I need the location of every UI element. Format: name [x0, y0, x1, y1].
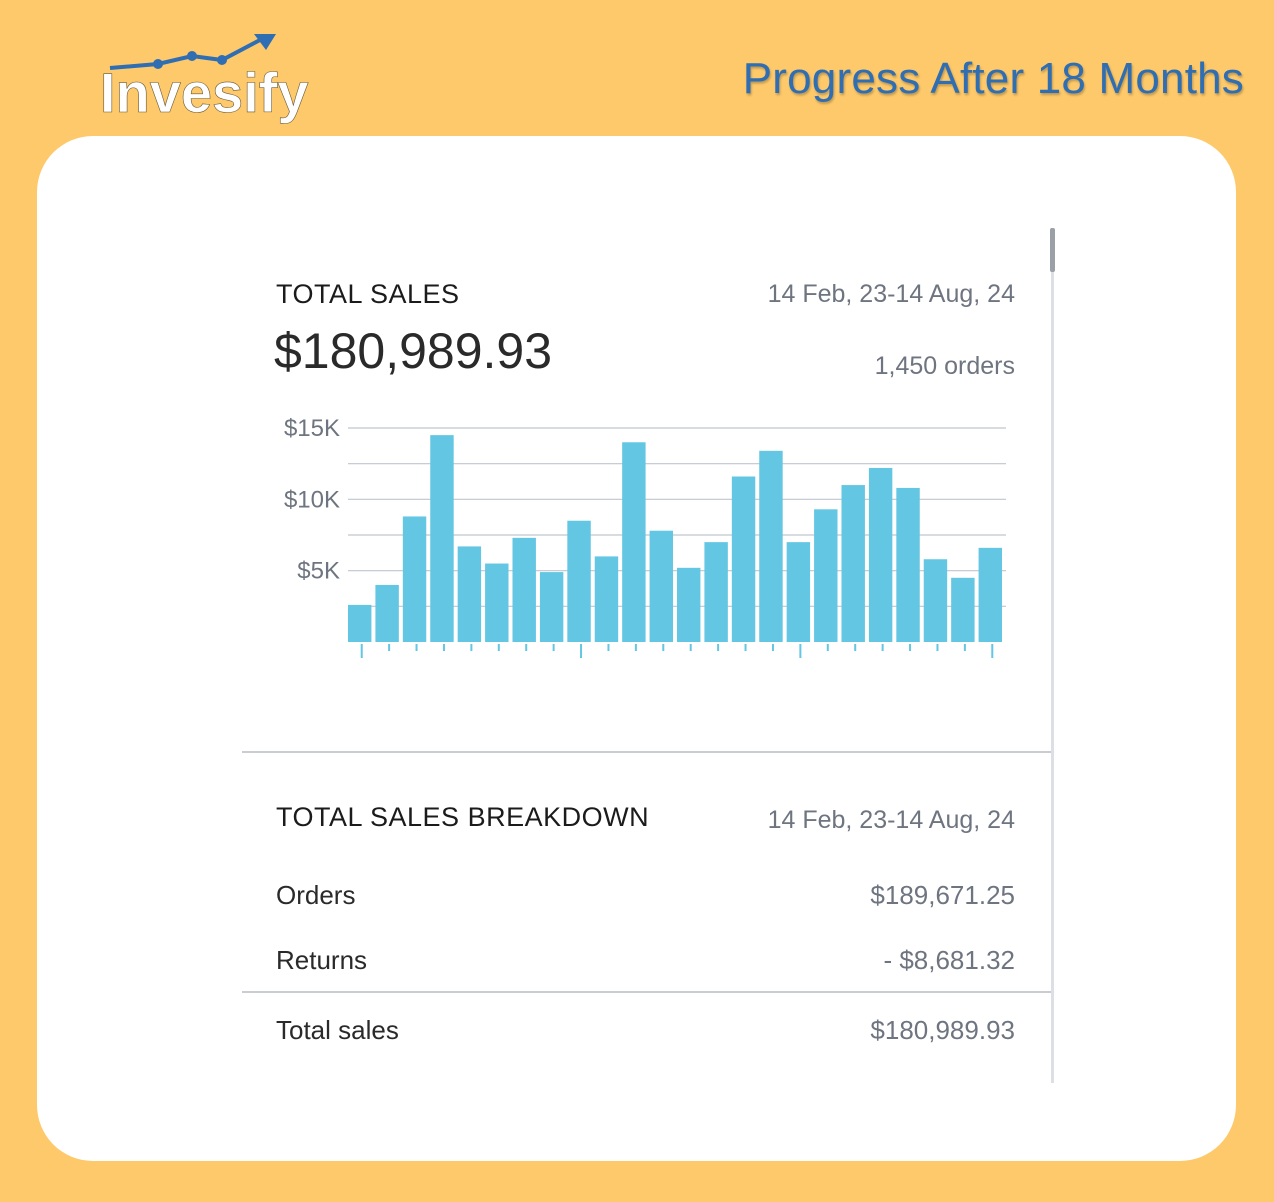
chart-bar	[923, 559, 948, 642]
breakdown-label: TOTAL SALES BREAKDOWN	[276, 802, 650, 832]
y-tick-label: $15K	[284, 415, 340, 442]
chart-bar	[430, 435, 454, 642]
chart-bar	[896, 487, 920, 642]
section-divider	[242, 751, 1051, 753]
chart-bar	[786, 542, 811, 642]
chart-bar	[704, 542, 728, 642]
page-headline: Progress After 18 Months	[742, 54, 1244, 103]
returns-row-label: Returns	[276, 945, 368, 975]
sales-date-range: 14 Feb, 23-14 Aug, 24	[767, 280, 1015, 308]
total-sales-amount: $180,989.93	[274, 323, 553, 379]
total-divider	[242, 991, 1051, 993]
chart-bar	[814, 509, 838, 642]
invesify-logo: Invesify	[100, 34, 309, 124]
chart-bar	[375, 584, 399, 642]
total-row-value: $180,989.93	[870, 1015, 1015, 1045]
chart-bar	[649, 530, 673, 642]
chart-bar	[951, 577, 975, 642]
chart-bar	[512, 537, 536, 642]
chart-bar	[622, 442, 646, 642]
chart-bar	[594, 556, 619, 642]
y-tick-label: $5K	[297, 558, 340, 585]
total-sales-label: TOTAL SALES	[276, 279, 460, 309]
chart-x-axis	[360, 644, 994, 658]
logo-arrowhead	[254, 34, 276, 50]
logo-dot	[217, 55, 227, 65]
chart-bar	[677, 567, 701, 642]
chart-bar	[731, 476, 756, 642]
chart-bar	[567, 520, 591, 642]
chart-bar	[402, 516, 427, 642]
logo-wordmark: Invesify	[100, 61, 309, 124]
orders-count: 1,450 orders	[874, 352, 1015, 380]
chart-bar	[841, 485, 865, 642]
logo-dot	[153, 59, 163, 69]
chart-bar	[348, 604, 372, 642]
y-tick-label: $10K	[284, 486, 340, 513]
returns-row-value: - $8,681.32	[883, 945, 1015, 975]
chart-bar	[539, 572, 564, 642]
chart-y-tick-labels: $15K $10K $5K	[284, 415, 340, 585]
chart-bars	[348, 435, 1002, 642]
scrollbar-thumb[interactable]	[1050, 228, 1055, 272]
chart-bar	[485, 563, 509, 642]
chart-bar	[457, 546, 482, 642]
chart-bar	[759, 450, 783, 642]
sales-bar-chart: $15K $10K $5K	[284, 415, 1006, 658]
chart-bar	[868, 467, 893, 642]
breakdown-date-range: 14 Feb, 23-14 Aug, 24	[767, 806, 1015, 834]
total-row-label: Total sales	[276, 1015, 399, 1045]
chart-bar	[978, 547, 1002, 642]
orders-row-label: Orders	[276, 880, 356, 910]
logo-dot	[187, 51, 197, 61]
orders-row-value: $189,671.25	[870, 880, 1015, 910]
scrollbar-track[interactable]	[1051, 228, 1054, 1083]
